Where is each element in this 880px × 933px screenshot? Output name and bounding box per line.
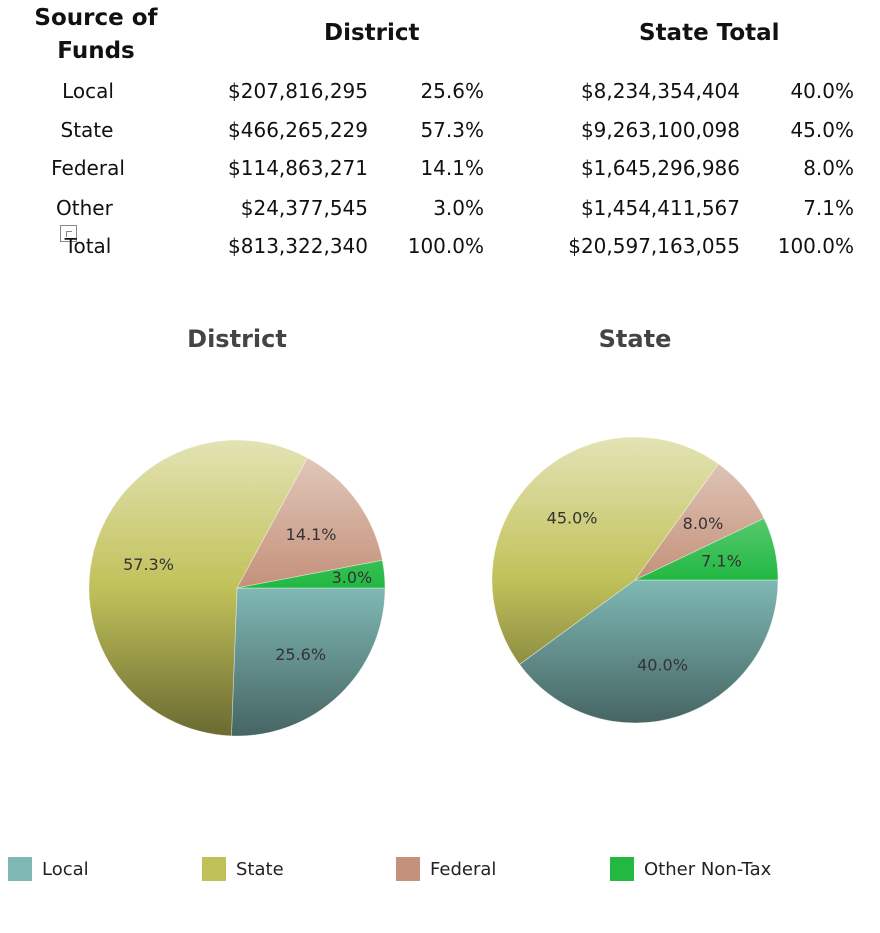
legend-item-other-non-tax: Other Non-Tax bbox=[610, 857, 771, 881]
pie-slice-local[interactable] bbox=[519, 579, 779, 724]
legend-label: Other Non-Tax bbox=[644, 858, 772, 880]
legend-swatch-local bbox=[8, 857, 32, 881]
row-label: Local bbox=[62, 79, 114, 103]
district-percent: 14.1% bbox=[420, 156, 484, 180]
legend-swatch-other bbox=[610, 857, 634, 881]
district-amount: $114,863,271 bbox=[228, 156, 368, 180]
state-amount: $9,263,100,098 bbox=[580, 118, 740, 142]
district-amount: $813,322,340 bbox=[228, 234, 368, 258]
state-amount: $8,234,354,404 bbox=[580, 79, 740, 103]
state-percent: 100.0% bbox=[777, 234, 854, 258]
pie-data-label: 7.1% bbox=[701, 551, 742, 570]
header-source-of-funds: Source of Funds bbox=[34, 5, 158, 64]
pie-slice-other-non-tax[interactable] bbox=[236, 559, 386, 589]
pie-slice-other-non-tax[interactable] bbox=[634, 517, 779, 581]
state-percent: 40.0% bbox=[790, 79, 854, 103]
header-district: District bbox=[324, 20, 420, 46]
state-percent: 8.0% bbox=[803, 156, 854, 180]
legend-label: Federal bbox=[430, 858, 497, 880]
legend-item-federal: Federal bbox=[396, 857, 496, 881]
pie-data-label: 14.1% bbox=[286, 525, 337, 544]
district-percent: 25.6% bbox=[420, 79, 484, 103]
pie-data-label: 8.0% bbox=[683, 514, 724, 533]
pie-data-label: 57.3% bbox=[123, 555, 174, 574]
district-amount: $207,816,295 bbox=[228, 79, 368, 103]
state-pie-title: State bbox=[598, 325, 672, 353]
district-pie-title: District bbox=[187, 325, 287, 353]
note-icon[interactable] bbox=[60, 225, 77, 242]
pie-data-label: 40.0% bbox=[637, 655, 688, 674]
state-amount: $20,597,163,055 bbox=[568, 234, 740, 258]
legend-label: Local bbox=[42, 858, 89, 880]
state-amount: $1,454,411,567 bbox=[580, 196, 740, 220]
row-label: Total bbox=[64, 234, 112, 258]
legend-item-local: Local bbox=[8, 857, 89, 881]
pie-data-label: 45.0% bbox=[547, 509, 598, 528]
legend-label: State bbox=[236, 858, 284, 880]
pie-slice-state[interactable] bbox=[491, 436, 719, 665]
legend-swatch-federal bbox=[396, 857, 420, 881]
district-amount: $466,265,229 bbox=[228, 118, 368, 142]
legend-item-state: State bbox=[202, 857, 284, 881]
district-percent: 3.0% bbox=[433, 196, 484, 220]
header-state-total: State Total bbox=[639, 20, 780, 46]
district-percent: 57.3% bbox=[420, 118, 484, 142]
state-amount: $1,645,296,986 bbox=[580, 156, 740, 180]
legend-swatch-state bbox=[202, 857, 226, 881]
row-label: State bbox=[60, 118, 114, 142]
state-percent: 7.1% bbox=[803, 196, 854, 220]
pie-data-label: 3.0% bbox=[332, 568, 373, 587]
state-percent: 45.0% bbox=[790, 118, 854, 142]
pie-slice-state[interactable] bbox=[88, 439, 308, 737]
row-label: Federal bbox=[51, 156, 125, 180]
row-label-other: Other bbox=[56, 196, 113, 244]
pie-slice-local[interactable] bbox=[231, 587, 386, 737]
district-amount: $24,377,545 bbox=[240, 196, 368, 220]
pie-slice-federal[interactable] bbox=[236, 457, 383, 589]
pie-data-label: 25.6% bbox=[275, 645, 326, 664]
row-label: Other bbox=[56, 196, 113, 220]
district-percent: 100.0% bbox=[407, 234, 484, 258]
